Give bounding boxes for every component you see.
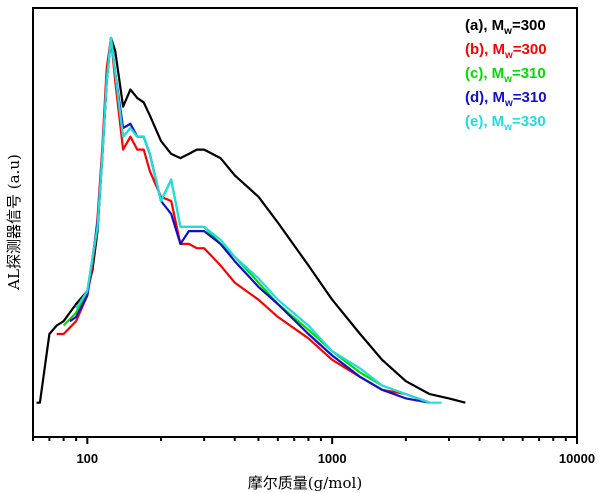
legend-suffix: =330 (512, 113, 546, 130)
legend-entry: (c), Mw=310 (465, 65, 546, 85)
y-axis-title-text: AL探测器信号 (a.u) (5, 154, 23, 291)
series-line-d (69, 36, 430, 404)
series-lines (36, 36, 466, 404)
x-axis-title: 摩尔质量(g/mol) (248, 474, 362, 492)
legend-prefix: (a), M (465, 17, 504, 34)
legend-entry: (a), Mw=300 (465, 17, 546, 37)
legend-prefix: (e), M (465, 113, 504, 130)
x-axis-title-text: 摩尔质量(g/mol) (248, 474, 362, 492)
legend-suffix: =310 (512, 65, 546, 82)
legend-subscript: w (504, 98, 513, 109)
series-line-e (75, 36, 442, 404)
plot-frame (32, 7, 578, 438)
series-line-a (36, 36, 466, 404)
legend-entry: (d), Mw=310 (465, 89, 547, 109)
legend-prefix: (b), M (465, 41, 505, 58)
x-tick-label: 10000 (559, 451, 595, 466)
x-axis-ticks: 100 1000 10000 (32, 437, 595, 466)
legend-prefix: (c), M (465, 65, 504, 82)
legend-subscript: w (503, 74, 512, 85)
legend-prefix: (d), M (465, 89, 505, 106)
legend-subscript: w (503, 122, 512, 133)
legend-subscript: w (503, 26, 512, 37)
y-axis-title: AL探测器信号 (a.u) (5, 154, 23, 291)
legend-subscript: w (504, 50, 513, 61)
legend-suffix: =300 (513, 41, 547, 58)
legend-suffix: =310 (513, 89, 547, 106)
legend-suffix: =300 (512, 17, 546, 34)
x-tick-label: 1000 (318, 451, 347, 466)
series-line-b (56, 36, 430, 404)
legend: (a), Mw=300(b), Mw=300(c), Mw=310(d), Mw… (465, 17, 547, 133)
legend-entry: (b), Mw=300 (465, 41, 547, 61)
x-tick-label: 100 (76, 451, 98, 466)
legend-entry: (e), Mw=330 (465, 113, 546, 133)
